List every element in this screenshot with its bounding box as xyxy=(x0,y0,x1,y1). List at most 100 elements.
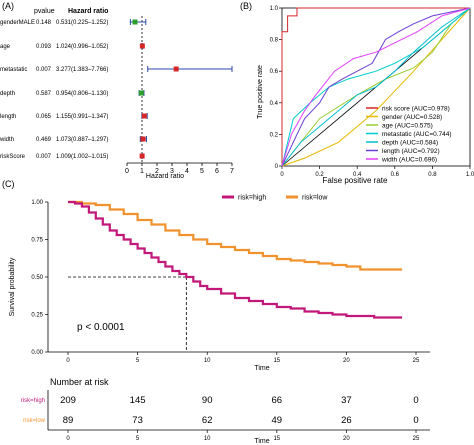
forest-row-pvalue: 0.065 xyxy=(36,114,52,120)
risk-table-x-tick-label: 0 xyxy=(66,436,70,442)
risk-table-cell: 0 xyxy=(413,415,418,426)
roc-x-tick-label: 0 xyxy=(280,172,284,178)
roc-x-tick-label: 0.6 xyxy=(391,172,400,178)
km-curve-low xyxy=(68,200,403,271)
risk-table-cell: 62 xyxy=(202,415,213,426)
forest-point xyxy=(139,153,145,159)
forest-row-name: width xyxy=(0,137,14,143)
km-y-axis-title: Survival probability xyxy=(9,257,16,316)
forest-row-hr-text: 0.531(0.225–1.252) xyxy=(56,20,108,26)
forest-row-hr-text: 0.954(0.806–1.130) xyxy=(56,91,108,97)
panel-a-label: (A) xyxy=(2,1,14,11)
forest-row-pvalue: 0.007 xyxy=(36,154,52,160)
km-x-tick-label: 5 xyxy=(136,358,140,364)
km-x-tick-label: 15 xyxy=(273,358,280,364)
risk-table-x-tick-label: 25 xyxy=(413,436,420,442)
forest-row-pvalue: 0.469 xyxy=(36,137,52,143)
panel-c-label: (C) xyxy=(2,179,15,189)
forest-row-hr-text: 1.155(0.991–1.347) xyxy=(56,114,108,120)
forest-row-name: metastatic xyxy=(0,67,27,73)
risk-table: Number at risk Time 0 5 10 15 20 25 risk=high 2… xyxy=(21,377,430,445)
forest-x-tick-label: 5 xyxy=(200,168,204,175)
risk-table-x-axis-title: Time xyxy=(254,438,269,445)
km-legend-label: risk=high xyxy=(238,195,266,202)
risk-table-x-tick-label: 10 xyxy=(204,436,211,442)
risk-table-cell: 0 xyxy=(413,395,418,406)
km-x-tick-label: 0 xyxy=(66,358,70,364)
km-x-tick-label: 10 xyxy=(204,358,211,364)
risk-table-cell: 66 xyxy=(272,395,283,406)
forest-x-tick-label: 6 xyxy=(215,168,219,175)
km-x-axis-title: Time xyxy=(254,365,269,372)
forest-point xyxy=(139,43,145,49)
km-y-tick-label: 1.00 xyxy=(31,200,43,206)
roc-y-tick-label: 0.6 xyxy=(270,69,279,75)
risk-table-cell: 209 xyxy=(60,395,76,406)
forest-col-hazard-ratio: Hazard ratio xyxy=(68,8,108,15)
risk-table-row-label: risk=low xyxy=(23,418,46,424)
forest-row-pvalue: 0.148 xyxy=(36,20,52,26)
km-x-tick-label: 20 xyxy=(343,358,350,364)
km-y-tick-label: 0.00 xyxy=(31,350,43,356)
forest-row-name: genderMALE xyxy=(0,20,35,26)
forest-point xyxy=(138,90,144,96)
forest-x-axis-title: Hazard ratio xyxy=(146,173,184,180)
roc-y-tick-label: 0 xyxy=(275,164,279,170)
forest-row-hr-text: 1.009(1.002–1.015) xyxy=(56,154,108,160)
roc-y-axis-title: True positive rate xyxy=(257,65,264,119)
roc-series-line xyxy=(281,7,471,167)
forest-row-name: riskScore xyxy=(0,154,26,160)
forest-point xyxy=(141,113,147,119)
risk-table-cell: 73 xyxy=(132,415,143,426)
forest-point xyxy=(140,136,146,142)
roc-y-tick-label: 0.4 xyxy=(270,101,279,107)
forest-row-name: age xyxy=(0,44,11,50)
km-legend-label: risk=low xyxy=(302,195,328,202)
roc-y-tick-label: 0.2 xyxy=(270,132,279,138)
roc-legend-label: age (AUC=0.575) xyxy=(382,123,433,130)
forest-x-tick-label: 0 xyxy=(125,168,129,175)
roc-series-line xyxy=(281,7,470,166)
risk-table-x-tick-label: 15 xyxy=(273,436,280,442)
forest-row-hr-text: 1.024(0.996–1.052) xyxy=(56,44,108,50)
roc-x-tick-label: 1.0 xyxy=(466,172,474,178)
km-pvalue: p < 0.0001 xyxy=(77,322,125,333)
roc-legend-label: risk score (AUC=0.978) xyxy=(382,106,450,113)
forest-point xyxy=(132,19,138,25)
km-survival-chart: Survival probability Time p < 0.0001 ris… xyxy=(9,195,430,372)
forest-x-tick-label: 7 xyxy=(230,168,234,175)
km-x-tick-label: 25 xyxy=(413,358,420,364)
roc-x-axis-title: False positive rate xyxy=(323,176,388,185)
roc-x-tick-label: 0.4 xyxy=(353,172,362,178)
km-y-tick-label: 0.25 xyxy=(31,313,43,319)
km-curve-high xyxy=(68,200,403,319)
roc-chart: False positive rate True positive rate 0… xyxy=(257,6,474,185)
risk-table-cell: 90 xyxy=(202,395,213,406)
risk-table-x-tick-label: 20 xyxy=(343,436,350,442)
forest-row-hr-text: 1.073(0.887–1.297) xyxy=(56,137,108,143)
km-y-tick-label: 0.75 xyxy=(31,238,43,244)
roc-y-tick-label: 1.0 xyxy=(270,6,279,12)
roc-y-tick-label: 0.8 xyxy=(270,38,279,44)
forest-row-pvalue: 0.093 xyxy=(36,44,52,50)
risk-table-x-tick-label: 5 xyxy=(136,436,140,442)
roc-legend-label: depth (AUC=0.584) xyxy=(382,140,438,147)
risk-table-row-label: risk=high xyxy=(21,398,45,404)
forest-x-tick-label: 4 xyxy=(185,168,189,175)
roc-series-line xyxy=(281,7,471,167)
forest-row-hr-text: 3.277(1.383–7.766) xyxy=(56,67,108,73)
forest-row-pvalue: 0.587 xyxy=(36,91,52,97)
roc-x-tick-label: 0.2 xyxy=(315,172,324,178)
risk-table-cell: 89 xyxy=(63,415,74,426)
roc-x-tick-label: 0.8 xyxy=(428,172,437,178)
risk-table-cell: 26 xyxy=(341,415,352,426)
roc-legend-label: gender (AUC=0.528) xyxy=(382,114,442,121)
roc-series-line xyxy=(281,7,471,167)
forest-x-tick-label: 2 xyxy=(155,168,159,175)
roc-series-line xyxy=(281,7,471,167)
roc-series-line xyxy=(281,7,471,167)
roc-legend-label: width (AUC=0.696) xyxy=(381,157,437,164)
forest-row-name: length xyxy=(0,114,16,120)
forest-point xyxy=(173,66,179,72)
roc-legend-label: length (AUC=0.792) xyxy=(382,148,440,155)
